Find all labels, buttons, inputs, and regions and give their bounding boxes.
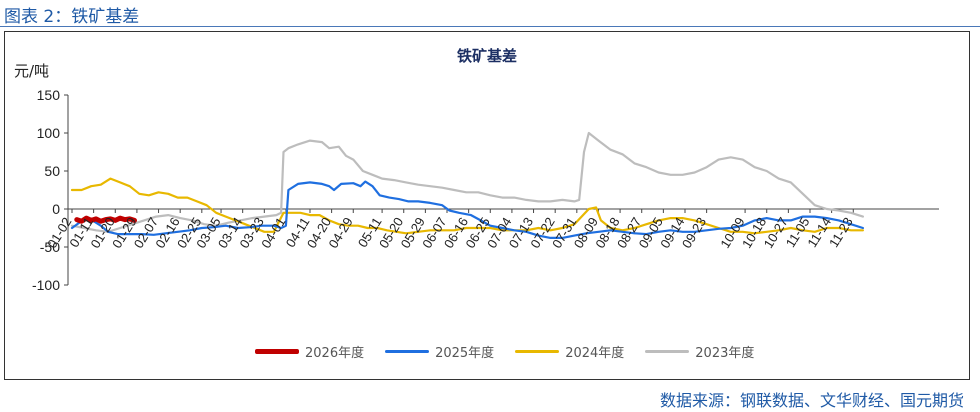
y-tick-label: 100 [37, 125, 61, 141]
source-note: 数据来源：钢联数据、文华财经、国元期货 [659, 391, 964, 410]
legend-item: 2025年度 [385, 342, 494, 361]
chart-legend: 2026年度 2025年度 2024年度 2023年度 [255, 342, 775, 361]
legend-label: 2026年度 [305, 346, 365, 361]
y-tick-label: 50 [44, 163, 60, 179]
legend-item: 2024年度 [515, 342, 624, 361]
y-tick-label: -100 [32, 277, 60, 293]
chart-plot-area: -100-5005010015001-0201-1101-2001-2902-0… [32, 87, 939, 293]
y-tick-label: 150 [37, 87, 61, 103]
legend-label: 2023年度 [695, 346, 755, 361]
figure-caption: 图表 2：铁矿基差 [4, 7, 140, 27]
legend-swatch [645, 350, 690, 353]
y-tick-label: 0 [52, 201, 60, 217]
legend-label: 2024年度 [565, 346, 625, 361]
legend-swatch [515, 350, 560, 353]
y-tick-label: -50 [40, 239, 60, 255]
legend-label: 2025年度 [435, 346, 495, 361]
legend-swatch [385, 350, 430, 353]
y-axis-unit-label: 元/吨 [14, 62, 50, 80]
series-line-1 [70, 180, 864, 239]
legend-item: 2023年度 [645, 342, 754, 361]
x-tick-label: 11-23 [826, 215, 856, 250]
chart-title: 铁矿基差 [456, 47, 517, 65]
chart-frame: 铁矿基差 元/吨 -100 -50 0 50 100 150 01-02 01-11 01-20… [4, 31, 970, 380]
caption-divider [0, 26, 980, 27]
series-line-3 [70, 131, 864, 233]
series-line-2 [70, 177, 864, 235]
series-line-0 [74, 215, 137, 224]
legend-item: 2026年度 [255, 342, 364, 361]
legend-swatch [255, 349, 299, 354]
